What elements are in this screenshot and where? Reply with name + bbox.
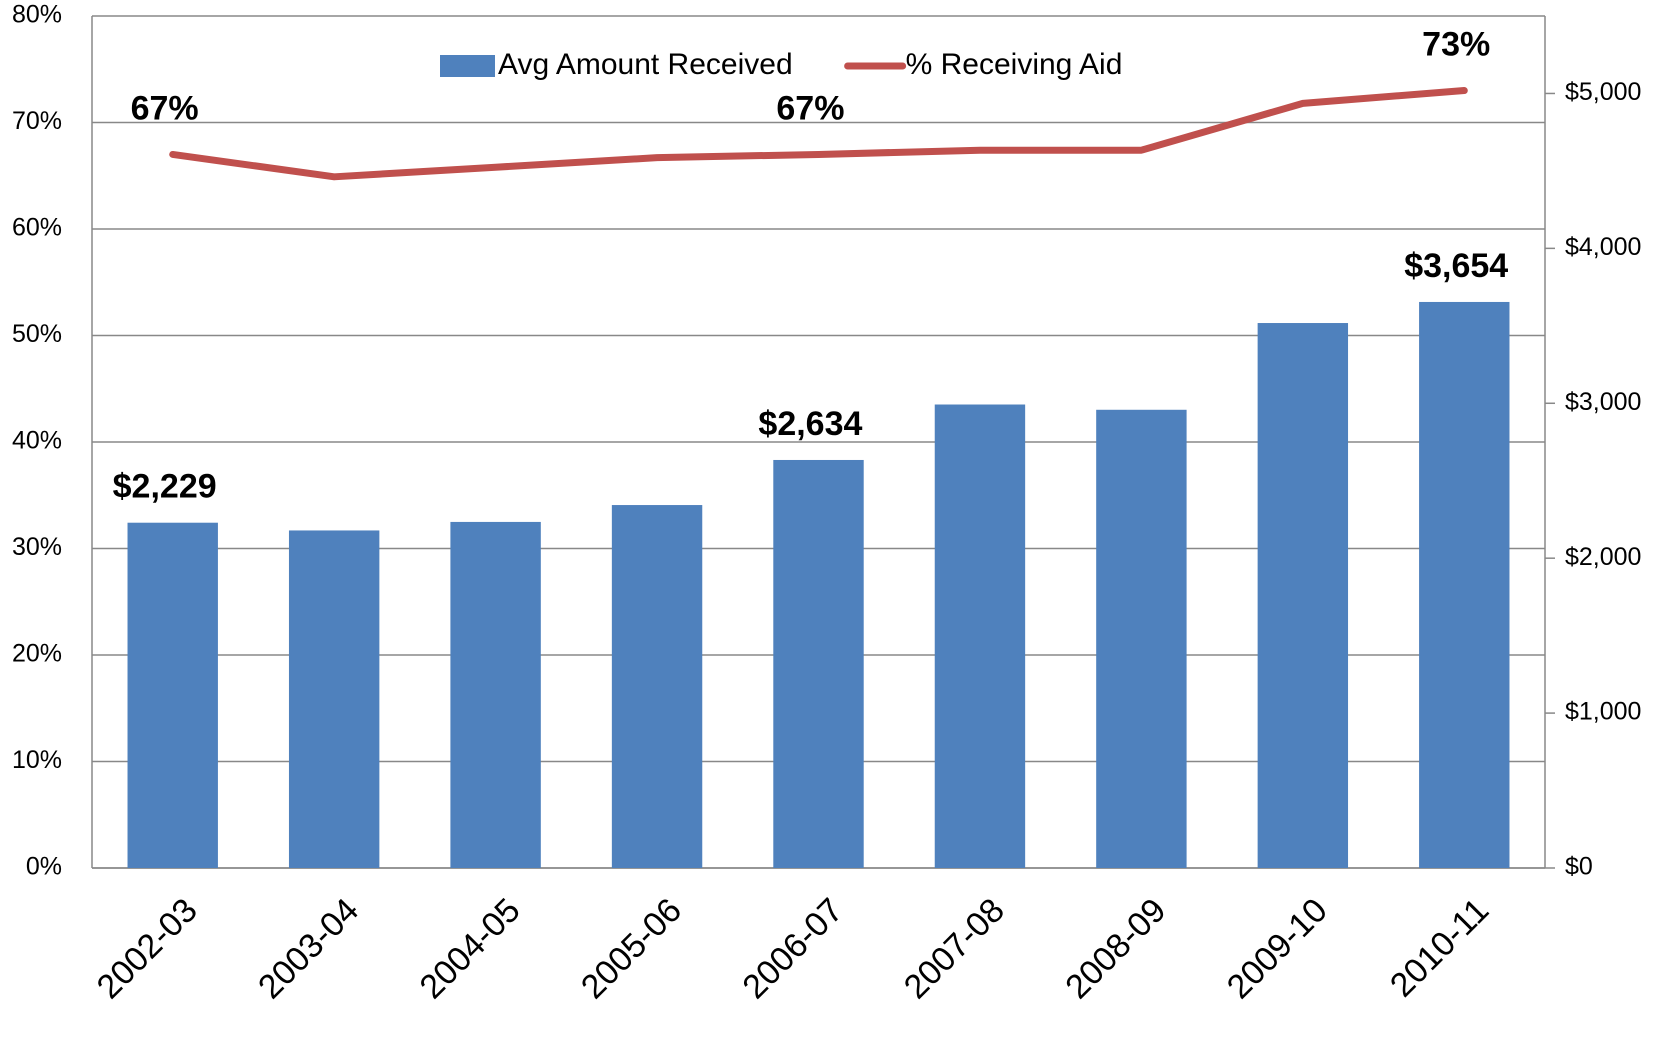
y2-tick-label: $5,000: [1565, 78, 1641, 106]
x-tick-label: 2005-06: [574, 891, 689, 1006]
y-tick-label: 10%: [12, 746, 62, 774]
bar: [773, 459, 864, 868]
bar: [127, 522, 218, 868]
y-tick-label: 40%: [12, 427, 62, 455]
y2-tick-label: $3,000: [1565, 388, 1641, 416]
data-label: $2,634: [758, 405, 862, 443]
x-tick-label: 2007-08: [897, 891, 1012, 1006]
y-tick-label: 0%: [26, 853, 62, 881]
x-tick-label: 2002-03: [90, 891, 205, 1006]
y2-tick-label: $4,000: [1565, 233, 1641, 261]
y2-tick-label: $1,000: [1565, 698, 1641, 726]
x-tick-label: 2004-05: [413, 891, 528, 1006]
data-label: 67%: [776, 89, 844, 127]
bar: [611, 505, 703, 868]
x-tick-label: 2008-09: [1058, 891, 1173, 1006]
bar: [450, 521, 541, 868]
legend-swatch: [440, 55, 495, 77]
x-tick-label: 2003-04: [251, 891, 366, 1006]
y-tick-label: 70%: [12, 107, 62, 135]
x-tick-label: 2006-07: [735, 891, 850, 1006]
legend-label: Avg Amount Received: [498, 48, 793, 81]
bar: [1419, 301, 1510, 869]
y2-tick-label: $0: [1565, 853, 1593, 881]
line: [169, 87, 1468, 181]
y-tick-label: 50%: [12, 320, 62, 348]
x-tick-label: 2010-11: [1383, 891, 1496, 1004]
bar: [1096, 409, 1187, 868]
bar: [934, 404, 1026, 868]
y-tick-label: 80%: [12, 1, 62, 29]
bar: [288, 530, 380, 868]
data-label: $3,654: [1404, 247, 1508, 285]
data-label: 73%: [1422, 26, 1490, 64]
data-label: 67%: [131, 89, 199, 127]
bar: [1257, 323, 1349, 869]
legend-label: % Receiving Aid: [906, 48, 1123, 81]
y-tick-label: 20%: [12, 640, 62, 668]
data-label: $2,229: [113, 468, 217, 506]
y2-tick-label: $2,000: [1565, 543, 1641, 571]
y-tick-label: 60%: [12, 214, 62, 242]
x-tick-label: 2009-10: [1220, 891, 1335, 1006]
y-tick-label: 30%: [12, 533, 62, 561]
